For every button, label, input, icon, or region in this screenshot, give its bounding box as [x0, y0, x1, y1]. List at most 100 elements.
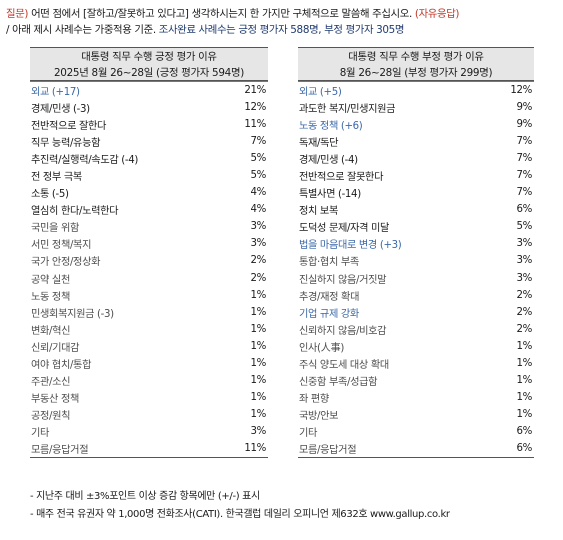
table-row: 도덕성 문제/자격 미달 5% — [298, 218, 534, 235]
reason-label: 추진력/실행력/속도감 (-4) — [31, 155, 138, 167]
table-row: 소통 (-5) 4% — [30, 184, 268, 201]
table-row: 경제/민생 (-3) 12% — [30, 99, 268, 116]
table-row: 열심히 한다/노력한다 4% — [30, 201, 268, 218]
table-row: 주관/소신 1% — [30, 372, 268, 389]
table-row: 기타 6% — [298, 423, 534, 440]
question-text: 질문) 어떤 점에서 [잘하고/잘못하고 있다고] 생각하시는지 한 가지만 구… — [6, 6, 558, 38]
reason-percent: 2% — [516, 289, 533, 301]
table-row: 통합·협치 부족 3% — [298, 252, 534, 269]
reason-label: 신뢰/기대감 — [31, 342, 80, 354]
reason-percent: 4% — [250, 204, 267, 216]
reason-label: 기업 규제 강화 — [299, 308, 359, 320]
reason-label: 외교 (+17) — [31, 87, 80, 99]
question-body: 어떤 점에서 [잘하고/잘못하고 있다고] 생각하시는지 한 가지만 구체적으로… — [28, 8, 415, 20]
reason-percent: 2% — [250, 272, 267, 284]
reason-percent: 12% — [510, 85, 532, 97]
reason-label: 인사(人事) — [299, 342, 344, 354]
reason-label: 신중함 부족/성급함 — [299, 376, 378, 388]
table-row: 국방/안보 1% — [298, 406, 534, 423]
sample-counts: 조사완료 사례수는 긍정 평가자 588명, 부정 평가자 305명 — [158, 24, 405, 36]
table-row: 변화/혁신 1% — [30, 321, 268, 338]
table-row: 신중함 부족/성급함 1% — [298, 372, 534, 389]
table-row: 여야 협치/통합 1% — [30, 355, 268, 372]
table-row: 전반적으로 잘한다 11% — [30, 116, 268, 133]
reason-label: 외교 (+5) — [299, 87, 342, 99]
table-row: 신뢰하지 않음/비호감 2% — [298, 321, 534, 338]
table-row: 민생회복지원금 (-3) 1% — [30, 304, 268, 321]
table-row: 진실하지 않음/거짓말 3% — [298, 270, 534, 287]
table-row: 노동 정책 1% — [30, 287, 268, 304]
reason-label: 경제/민생 (-3) — [31, 104, 90, 116]
table-row: 기타 3% — [30, 423, 268, 440]
reason-label: 주관/소신 — [31, 376, 71, 388]
reason-label: 특별사면 (-14) — [299, 189, 361, 201]
reason-label: 서민 정책/복지 — [31, 240, 92, 252]
table-row: 서민 정책/복지 3% — [30, 235, 268, 252]
positive-reasons-panel: 대통령 직무 수행 긍정 평가 이유 2025년 8월 26~28일 (긍정 평… — [30, 47, 268, 459]
table-row: 기업 규제 강화 2% — [298, 304, 534, 321]
reason-percent: 1% — [250, 306, 267, 318]
reason-label: 공정/원칙 — [31, 410, 71, 422]
reason-label: 정치 보복 — [299, 206, 338, 218]
reason-label: 모름/응답거절 — [31, 445, 89, 456]
reason-label: 신뢰하지 않음/비호감 — [299, 325, 387, 337]
table-row: 경제/민생 (-4) 7% — [298, 150, 534, 167]
reason-percent: 2% — [516, 323, 533, 335]
reason-label: 과도한 복지/민생지원금 — [299, 104, 396, 116]
reason-percent: 1% — [516, 391, 533, 403]
negative-panel-subtitle: 8월 26~28일 (부정 평가자 299명) — [339, 67, 493, 79]
reason-percent: 1% — [250, 340, 267, 352]
reason-percent: 3% — [250, 425, 267, 437]
reason-label: 부동산 정책 — [31, 393, 80, 405]
reason-label: 통합·협치 부족 — [299, 257, 359, 269]
reason-label: 전반적으로 잘한다 — [31, 121, 107, 133]
table-row: 공정/원칙 1% — [30, 406, 268, 423]
reason-label: 경제/민생 (-4) — [299, 155, 358, 167]
reason-percent: 1% — [516, 408, 533, 420]
reason-percent: 1% — [516, 357, 533, 369]
table-row: 모름/응답거절 11% — [30, 440, 268, 459]
reason-label: 변화/혁신 — [31, 325, 71, 337]
positive-reasons-list: 외교 (+17) 21% 경제/민생 (-3) 12% 전반적으로 잘한다 11% 직무 능… — [30, 81, 268, 459]
reason-percent: 4% — [250, 187, 267, 199]
sample-note: / 아래 제시 사례수는 가중적용 기준. — [6, 24, 159, 36]
table-row: 과도한 복지/민생지원금 9% — [298, 99, 534, 116]
negative-panel-header: 대통령 직무 수행 부정 평가 이유 8월 26~28일 (부정 평가자 299… — [298, 47, 534, 81]
table-row: 외교 (+5) 12% — [298, 81, 534, 99]
table-row: 공약 실천 2% — [30, 270, 268, 287]
reason-percent: 3% — [516, 272, 533, 284]
table-row: 직무 능력/유능함 7% — [30, 133, 268, 150]
reason-label: 주식 양도세 대상 확대 — [299, 359, 389, 371]
table-row: 모름/응답거절 6% — [298, 440, 534, 459]
reason-percent: 3% — [250, 238, 267, 250]
reason-percent: 1% — [250, 391, 267, 403]
reason-percent: 1% — [250, 323, 267, 335]
reason-percent: 7% — [516, 153, 533, 165]
reason-label: 노동 정책 (+6) — [299, 121, 363, 133]
reason-percent: 1% — [250, 289, 267, 301]
reason-label: 좌 편향 — [299, 393, 329, 405]
question-prefix: 질문) — [6, 8, 29, 20]
reason-label: 여야 협치/통합 — [31, 359, 92, 371]
table-row: 신뢰/기대감 1% — [30, 338, 268, 355]
reason-label: 민생회복지원금 (-3) — [31, 308, 114, 320]
reason-percent: 1% — [250, 374, 267, 386]
reason-label: 기타 — [299, 427, 318, 439]
reason-percent: 1% — [250, 408, 267, 420]
table-row: 국가 안정/정상화 2% — [30, 252, 268, 269]
reason-label: 독재/독단 — [299, 138, 339, 150]
reason-percent: 5% — [516, 221, 533, 233]
reason-percent: 5% — [250, 153, 267, 165]
reason-label: 직무 능력/유능함 — [31, 138, 101, 150]
positive-panel-subtitle: 2025년 8월 26~28일 (긍정 평가자 594명) — [54, 67, 244, 79]
reason-label: 기타 — [31, 427, 50, 439]
reason-percent: 3% — [516, 255, 533, 267]
question-line-1: 질문) 어떤 점에서 [잘하고/잘못하고 있다고] 생각하시는지 한 가지만 구… — [6, 6, 558, 22]
table-row: 주식 양도세 대상 확대 1% — [298, 355, 534, 372]
reason-percent: 11% — [244, 443, 266, 454]
reason-percent: 12% — [244, 102, 266, 114]
table-row: 외교 (+17) 21% — [30, 81, 268, 99]
reason-percent: 9% — [516, 102, 533, 114]
reason-percent: 9% — [516, 119, 533, 131]
reason-label: 법을 마음대로 변경 (+3) — [299, 240, 402, 252]
